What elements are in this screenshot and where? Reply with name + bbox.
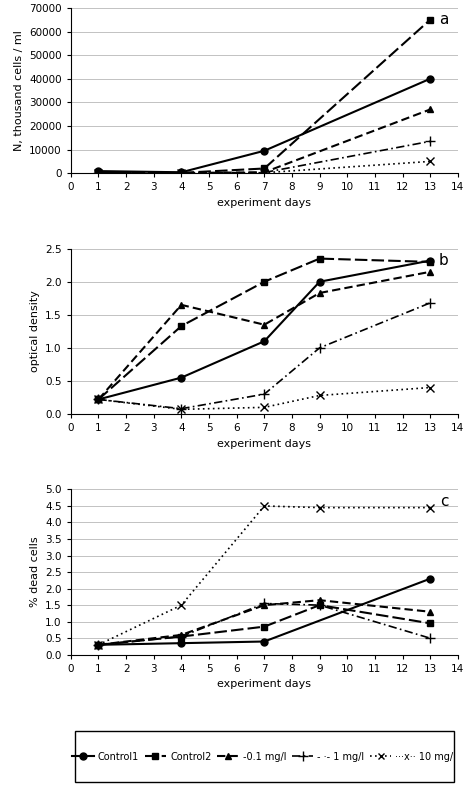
Text: c: c xyxy=(439,494,448,509)
Text: b: b xyxy=(438,253,448,268)
Text: a: a xyxy=(439,12,448,27)
Y-axis label: optical density: optical density xyxy=(30,290,40,373)
Y-axis label: % dead cells: % dead cells xyxy=(30,537,40,607)
Legend: Control1, Control2, -0.1 mg/l, - ·- 1 mg/l, ···x·· 10 mg/l: Control1, Control2, -0.1 mg/l, - ·- 1 mg… xyxy=(68,747,460,766)
X-axis label: experiment days: experiment days xyxy=(217,438,312,448)
X-axis label: experiment days: experiment days xyxy=(217,198,312,208)
X-axis label: experiment days: experiment days xyxy=(217,679,312,689)
Y-axis label: N, thousand cells / ml: N, thousand cells / ml xyxy=(14,30,24,151)
